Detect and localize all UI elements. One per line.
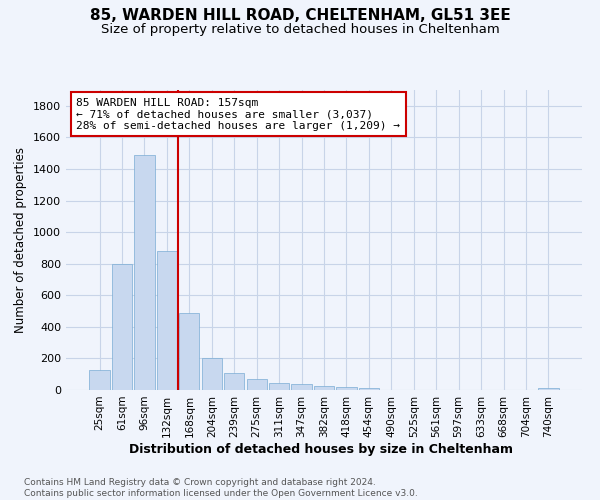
Bar [269,382,289,390]
Text: Contains HM Land Registry data © Crown copyright and database right 2024.
Contai: Contains HM Land Registry data © Crown c… [24,478,418,498]
Bar [202,358,222,390]
Bar [292,384,311,390]
Text: 85 WARDEN HILL ROAD: 157sqm
← 71% of detached houses are smaller (3,037)
28% of : 85 WARDEN HILL ROAD: 157sqm ← 71% of det… [76,98,400,130]
Y-axis label: Number of detached properties: Number of detached properties [14,147,28,333]
Text: 85, WARDEN HILL ROAD, CHELTENHAM, GL51 3EE: 85, WARDEN HILL ROAD, CHELTENHAM, GL51 3… [89,8,511,22]
Text: Size of property relative to detached houses in Cheltenham: Size of property relative to detached ho… [101,22,499,36]
Bar [89,370,110,390]
Bar [314,386,334,390]
Text: Distribution of detached houses by size in Cheltenham: Distribution of detached houses by size … [129,442,513,456]
Bar [157,251,177,390]
Bar [538,388,559,390]
Bar [224,372,244,390]
Bar [247,379,267,390]
Bar [134,154,155,390]
Bar [179,312,199,390]
Bar [112,264,132,390]
Bar [337,387,356,390]
Bar [359,388,379,390]
